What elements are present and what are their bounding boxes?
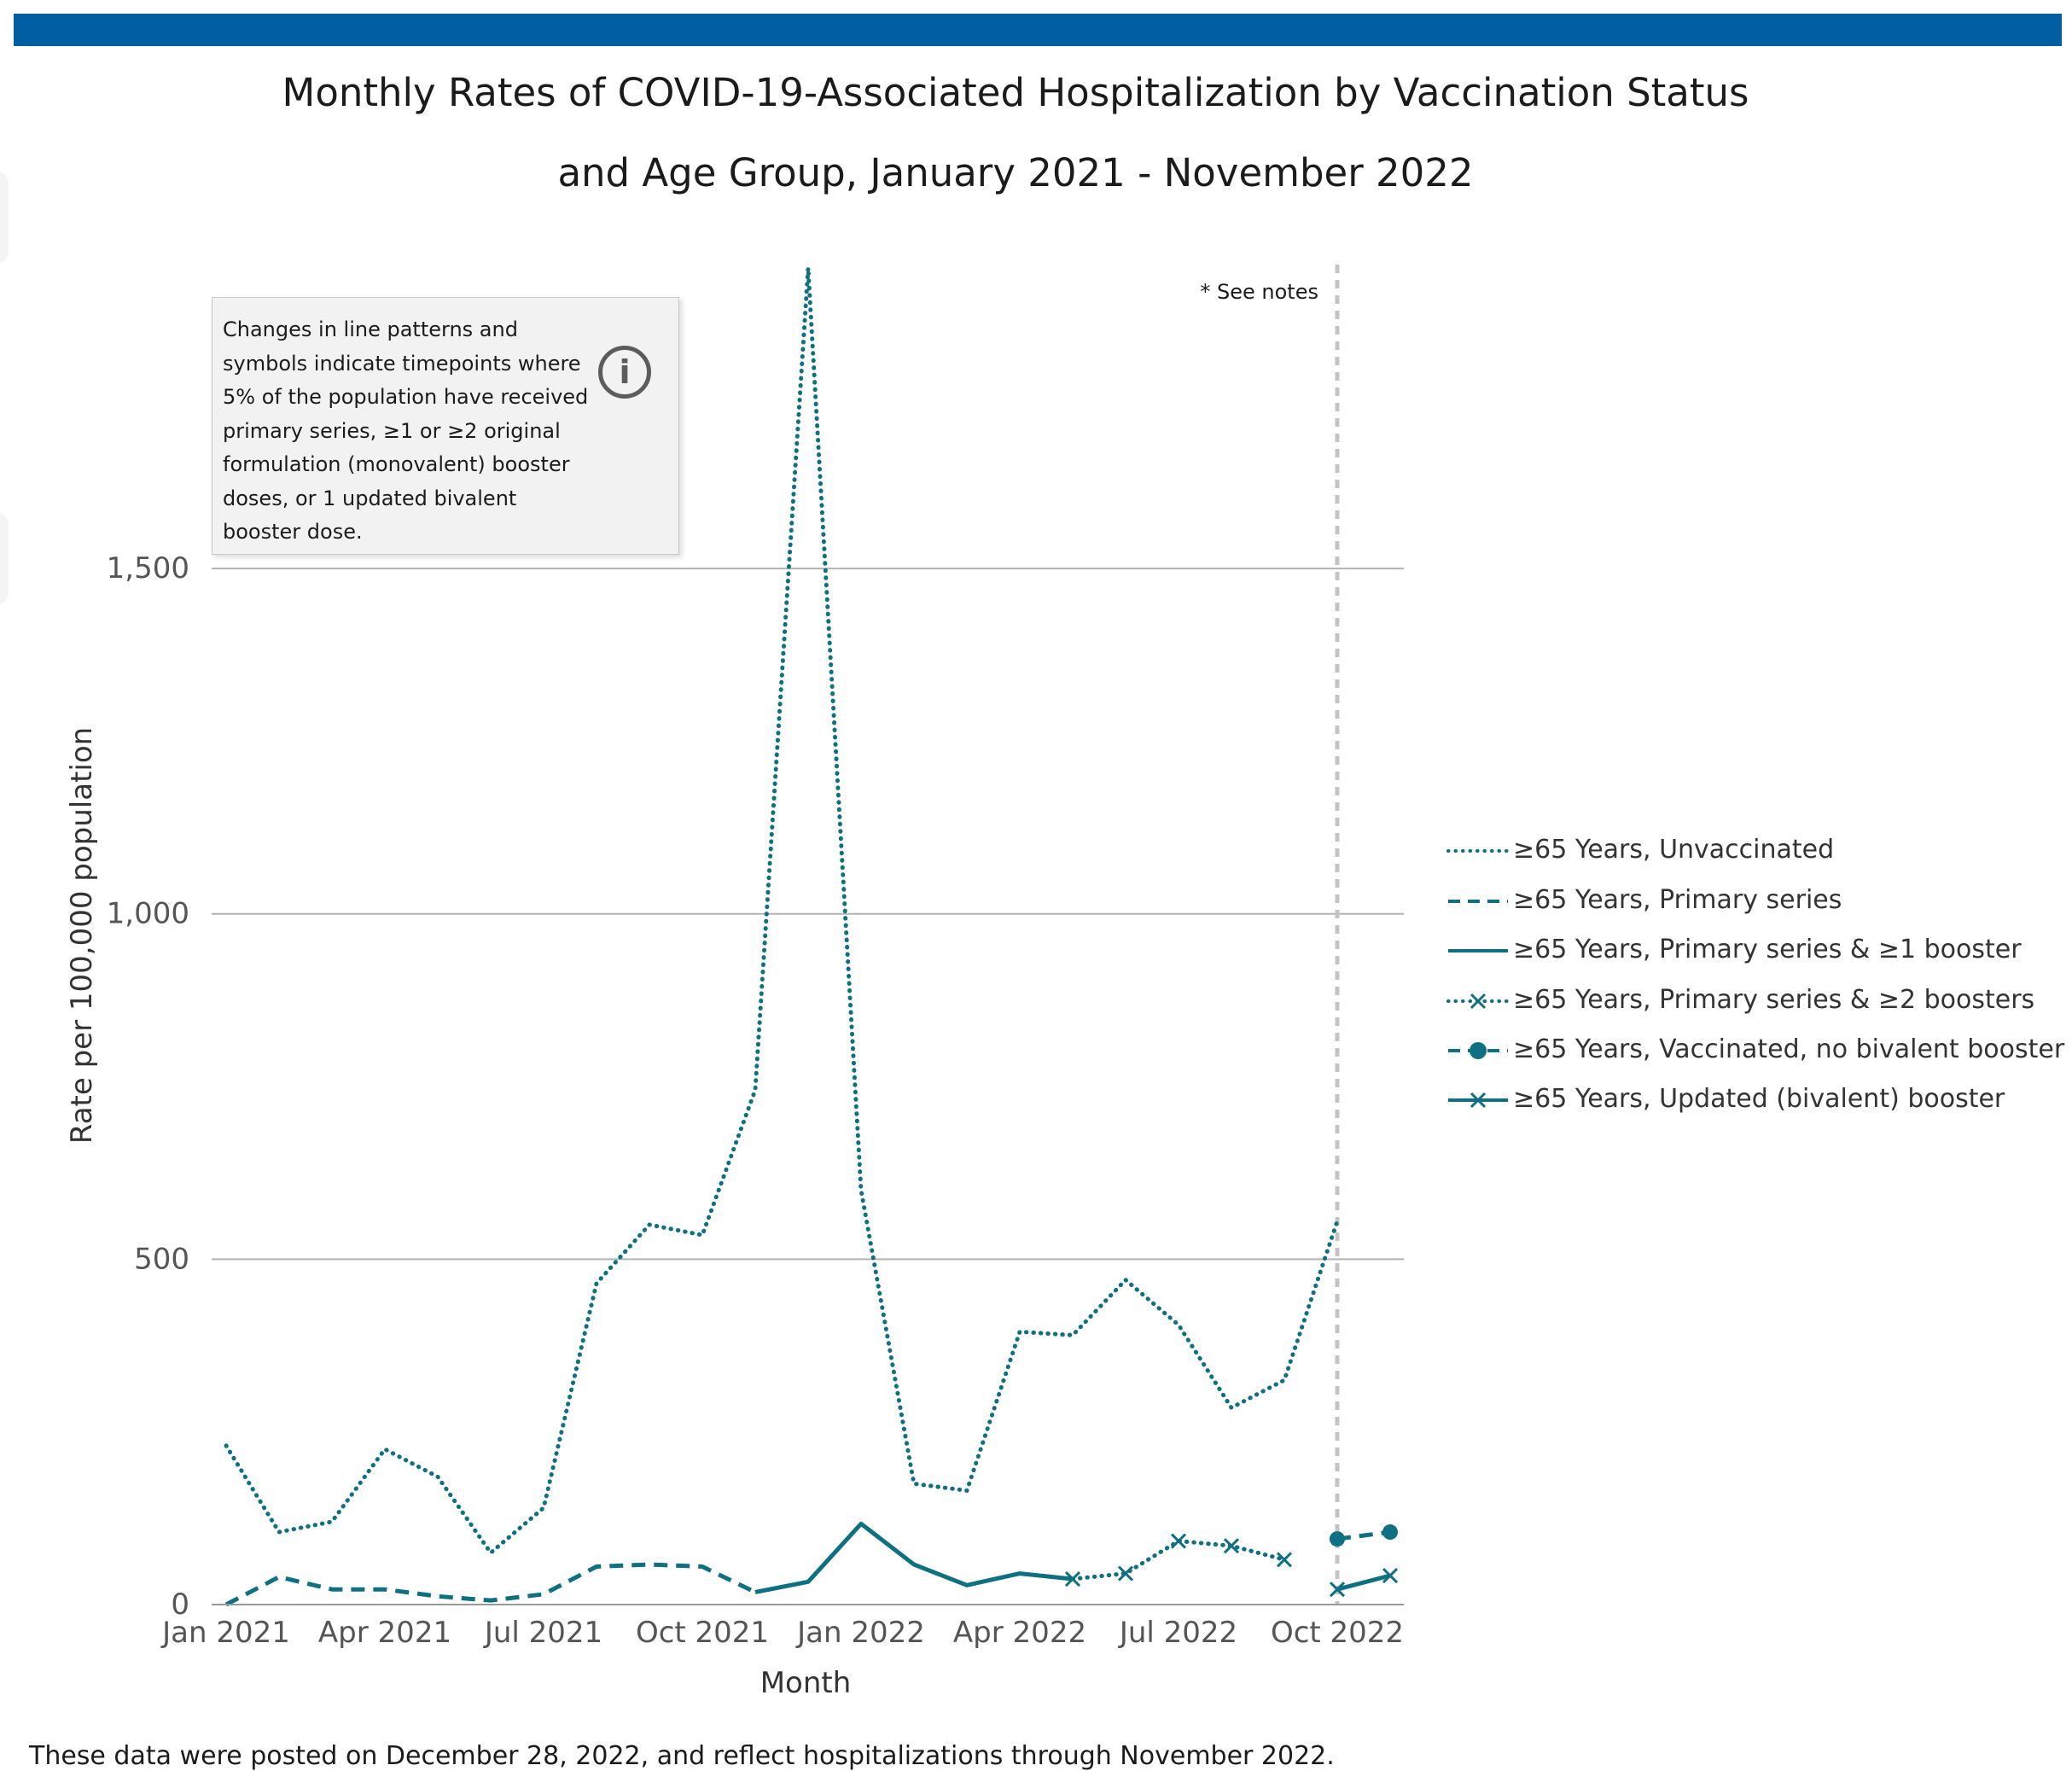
series-line-2 (224, 1562, 757, 1607)
legend-item[interactable]: ≥65 Years, Primary series & ≥2 boosters (1445, 983, 2059, 1017)
x-tick-label: Jan 2021 (160, 1616, 290, 1650)
y-tick-label: 0 (171, 1587, 189, 1622)
x-tick-label: Apr 2021 (318, 1616, 451, 1650)
y-tick-label: 500 (134, 1242, 189, 1276)
series-marker-x (1223, 1538, 1240, 1554)
legend-swatch (1448, 949, 1508, 952)
legend-marker-x (1470, 993, 1487, 1010)
info-box-text: Changes in line patterns and symbols ind… (223, 317, 589, 544)
series-line-6 (1336, 1573, 1391, 1592)
series-marker-x (1276, 1552, 1293, 1568)
legend-swatch (1446, 993, 1510, 1010)
legend-swatch (1446, 849, 1510, 853)
top-banner (14, 14, 2062, 46)
legend-label: ≥65 Years, Unvaccinated (1513, 835, 1835, 865)
side-tab-lower (0, 512, 9, 606)
y-tick-label: 1,500 (107, 551, 189, 585)
series-marker-x (1382, 1567, 1399, 1584)
legend-item[interactable]: ≥65 Years, Primary series & ≥1 booster (1445, 933, 2059, 967)
legend-swatch (1448, 900, 1508, 903)
side-tab-upper (0, 171, 9, 265)
legend-marker-x (1470, 1092, 1487, 1109)
series-line-1 (224, 265, 1340, 1555)
x-tick-label: Oct 2022 (1271, 1616, 1404, 1650)
legend-item[interactable]: ≥65 Years, Vaccinated, no bivalent boost… (1445, 1033, 2064, 1067)
series-line-5 (1336, 1529, 1391, 1541)
x-tick-label: Apr 2022 (953, 1616, 1086, 1650)
legend-swatch (1448, 1042, 1508, 1059)
y-tick-label: 1,000 (107, 897, 189, 931)
legend-swatch (1448, 1092, 1508, 1109)
chart-title-line2: and Age Group, January 2021 - November 2… (557, 150, 1474, 195)
legend-label: ≥65 Years, Primary series (1513, 885, 1842, 915)
info-box: Changes in line patterns and symbols ind… (212, 297, 679, 555)
legend-item[interactable]: ≥65 Years, Unvaccinated (1445, 833, 2059, 867)
series-marker-x (1170, 1533, 1187, 1549)
x-tick-label: Jan 2022 (795, 1616, 925, 1650)
legend-marker-circle (1470, 1042, 1487, 1059)
chart-title-line1: Monthly Rates of COVID-19-Associated Hos… (282, 70, 1749, 115)
footer-note: These data were posted on December 28, 2… (29, 1741, 1335, 1771)
x-tick-label: Jul 2021 (483, 1616, 602, 1650)
series-marker-x (1064, 1570, 1081, 1587)
series-marker-circle (1382, 1524, 1398, 1541)
legend-label: ≥65 Years, Primary series & ≥1 booster (1513, 935, 2022, 964)
legend-label: ≥65 Years, Primary series & ≥2 boosters (1513, 985, 2035, 1015)
legend-label: ≥65 Years, Vaccinated, no bivalent boost… (1513, 1034, 2065, 1064)
line-chart: 0 500 1,000 1,500 Jan 2021 Apr 2021 Jul 2021 Oc… (65, 265, 1404, 1700)
series-marker-x (1329, 1582, 1346, 1598)
x-axis-title: Month (760, 1666, 852, 1700)
see-notes-label: * See notes (1200, 280, 1318, 304)
series-marker-circle (1330, 1531, 1345, 1547)
legend-item[interactable]: ≥65 Years, Updated (bivalent) booster (1445, 1082, 2059, 1116)
info-icon[interactable]: i (598, 346, 651, 399)
series-line-3 (754, 1521, 1074, 1594)
y-axis-title: Rate per 100,000 population (65, 727, 99, 1144)
series-marker-x (1117, 1565, 1134, 1582)
series-line-4 (1070, 1539, 1287, 1582)
x-tick-label: Jul 2022 (1118, 1616, 1237, 1650)
x-tick-label: Oct 2021 (636, 1616, 769, 1650)
legend-label: ≥65 Years, Updated (bivalent) booster (1513, 1084, 2005, 1114)
legend-item[interactable]: ≥65 Years, Primary series (1445, 883, 2059, 918)
